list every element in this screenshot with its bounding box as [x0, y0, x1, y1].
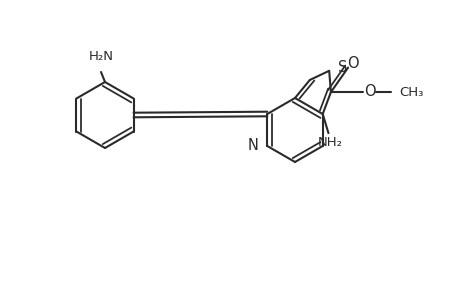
Text: N: N [247, 137, 257, 152]
Text: S: S [337, 60, 347, 75]
Text: O: O [347, 56, 358, 71]
Text: O: O [364, 84, 375, 99]
Text: NH₂: NH₂ [317, 136, 342, 149]
Text: H₂N: H₂N [88, 50, 113, 63]
Text: CH₃: CH₃ [398, 85, 422, 99]
